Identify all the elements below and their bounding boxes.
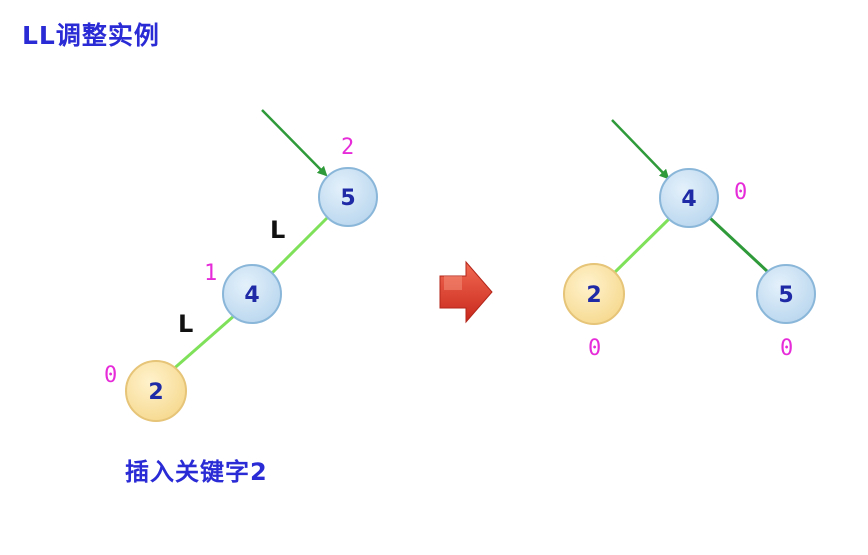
edge-4-5: [708, 216, 770, 274]
caption: 插入关键字2: [125, 458, 268, 486]
balance-factor: 0: [734, 180, 747, 205]
tree-node-5: 5: [318, 167, 378, 227]
balance-factor: 0: [780, 336, 793, 361]
root-pointer-arrow-after: [611, 119, 670, 180]
node-key: 2: [148, 380, 163, 405]
balance-factor: 1: [204, 261, 217, 286]
node-key: 4: [244, 283, 259, 308]
slide-title: LL调整实例: [22, 21, 160, 50]
balance-factor: 0: [104, 363, 117, 388]
tree-node-4: 4: [659, 168, 719, 228]
edge-5-4: [268, 213, 332, 277]
edge-label-l-lower: L: [178, 310, 193, 338]
edge-label-l-upper: L: [270, 216, 285, 244]
root-pointer-arrow-before: [261, 109, 328, 177]
balance-factor: 0: [588, 336, 601, 361]
tree-node-2: 2: [125, 360, 187, 422]
node-key: 5: [778, 283, 793, 308]
right-arrow-icon: [439, 260, 493, 324]
tree-node-2: 2: [563, 263, 625, 325]
node-key: 2: [586, 283, 601, 308]
node-key: 5: [340, 186, 355, 211]
tree-node-4: 4: [222, 264, 282, 324]
edge-4-2: [610, 216, 672, 277]
tree-node-5: 5: [756, 264, 816, 324]
edge-4-2: [169, 313, 236, 374]
node-key: 4: [681, 187, 696, 212]
balance-factor: 2: [341, 135, 354, 160]
